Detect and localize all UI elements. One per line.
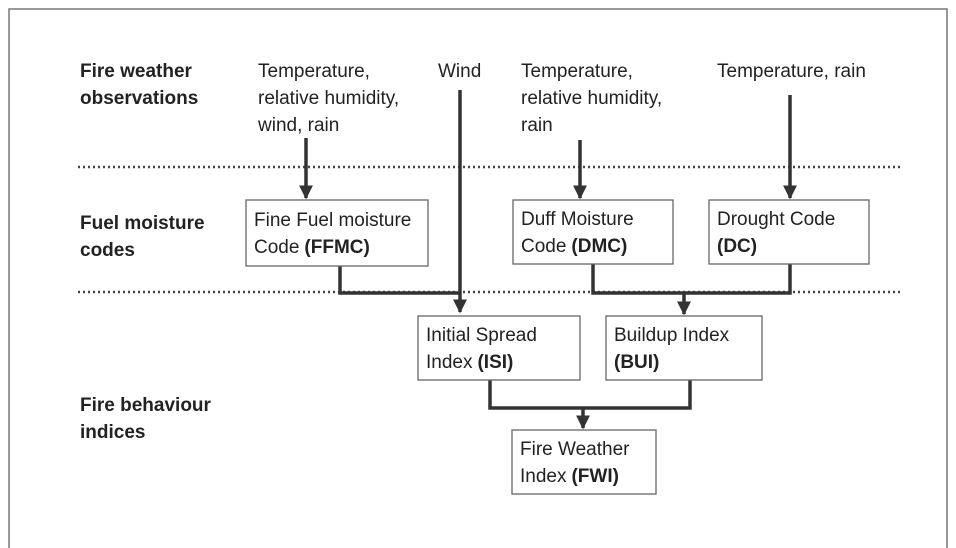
node-text: Code (254, 237, 299, 258)
node-dc: Drought Code (DC) (708, 199, 870, 265)
node-dmc: Duff Moisture Code (DMC) (512, 199, 674, 265)
input-text: rain (521, 115, 553, 136)
node-fwi: Fire Weather Index (FWI) (511, 429, 657, 495)
row-labels: Fire weather observations Fuel moisture … (80, 61, 212, 443)
node-text: Fine Fuel moisture (254, 210, 411, 231)
node-text: Code (FFMC) (254, 237, 370, 258)
connector (338, 266, 460, 295)
node-abbr: (DC) (717, 236, 757, 257)
node-abbr: (FFMC) (304, 237, 369, 258)
frame (8, 8, 948, 548)
node-bui: Buildup Index (BUI) (605, 315, 763, 381)
node-box (708, 199, 870, 265)
connector (591, 264, 792, 295)
connectors (299, 90, 797, 430)
node-abbr: (FWI) (571, 466, 618, 487)
input-text: Temperature, rain (717, 61, 866, 82)
node-text: Index (ISI) (426, 352, 513, 373)
node-text: Fire Weather (520, 439, 630, 460)
node-box (511, 429, 657, 495)
node-text: Duff Moisture (521, 209, 634, 230)
node-text: Index (520, 466, 567, 487)
node-box (512, 199, 674, 265)
input-text: relative humidity, (521, 88, 662, 109)
node-isi: Initial Spread Index (ISI) (417, 315, 581, 381)
input-text: Wind (438, 61, 481, 82)
connector (488, 380, 692, 410)
input-text: Temperature, (258, 61, 370, 82)
node-text: Code (521, 236, 566, 257)
input-text: Temperature, (521, 61, 633, 82)
node-abbr: (ISI) (477, 352, 513, 373)
row-label: indices (80, 422, 145, 443)
row-label: Fuel moisture (80, 213, 205, 234)
node-ffmc: Fine Fuel moisture Code (FFMC) (245, 199, 429, 267)
node-box (605, 315, 763, 381)
node-text: Initial Spread (426, 325, 537, 346)
input-text: relative humidity, (258, 88, 399, 109)
node-box (417, 315, 581, 381)
node-text: Buildup Index (614, 325, 730, 346)
inputs: Temperature, relative humidity, wind, ra… (257, 61, 866, 136)
node-box (245, 199, 429, 267)
row-label: codes (80, 240, 135, 261)
row-label: Fire behaviour (80, 395, 212, 416)
node-abbr: (BUI) (614, 352, 659, 373)
node-text: Drought Code (717, 209, 835, 230)
node-text: Index (FWI) (520, 466, 619, 487)
node-text: Index (426, 352, 473, 373)
node-text: Code (DMC) (521, 236, 627, 257)
row-label: observations (80, 88, 198, 109)
row-label: Fire weather (80, 61, 193, 82)
input-text: wind, rain (257, 115, 339, 136)
node-abbr: (DMC) (571, 236, 627, 257)
